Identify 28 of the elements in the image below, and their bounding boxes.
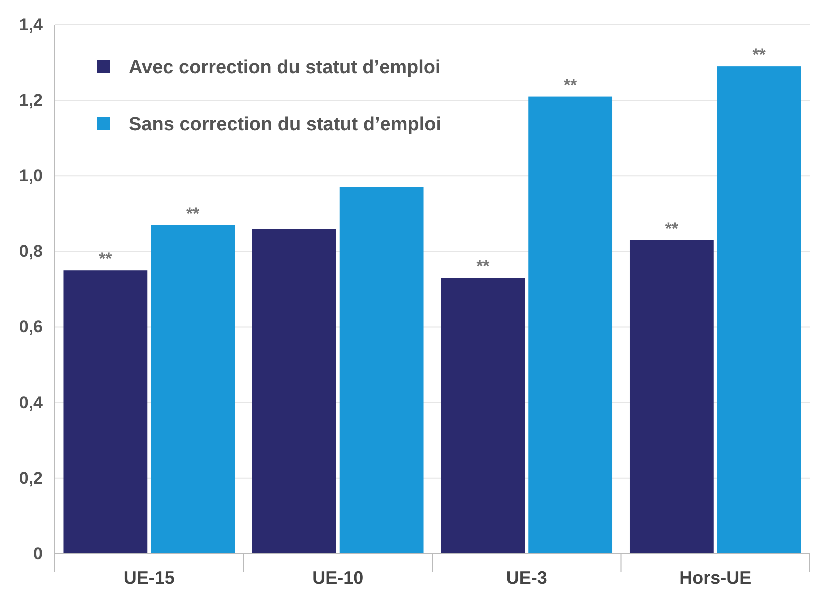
bar [630, 240, 714, 554]
annotation: ** [476, 257, 490, 276]
bar [441, 278, 526, 554]
y-tick-label: 0,6 [19, 318, 43, 337]
y-tick-label: 0 [34, 544, 43, 564]
annotation: ** [665, 219, 679, 238]
y-tick-label: 1,2 [19, 91, 43, 110]
y-tick-label: 0,4 [19, 393, 44, 412]
x-tick-label: UE-3 [506, 568, 548, 588]
annotation: ** [99, 250, 113, 269]
y-tick-label: 1,0 [19, 166, 43, 186]
bar [64, 270, 148, 554]
annotation: ** [564, 76, 578, 95]
bar [717, 66, 802, 554]
x-tick-label: UE-10 [312, 568, 364, 588]
x-tick-label: Hors-UE [680, 568, 752, 588]
y-tick-label: 1,4 [19, 15, 44, 34]
annotation: ** [186, 204, 200, 224]
legend-label: Avec correction du statut d’emploi [129, 58, 441, 79]
x-tick-label: UE-15 [124, 568, 175, 588]
bar [340, 187, 424, 554]
annotation: ** [752, 46, 766, 65]
legend-label: Sans correction du statut d’emploi [129, 114, 442, 136]
y-tick-label: 0,8 [19, 242, 43, 262]
bar [528, 96, 613, 554]
bar [252, 229, 336, 554]
y-tick-label: 0,2 [19, 468, 43, 488]
bar [151, 225, 236, 554]
